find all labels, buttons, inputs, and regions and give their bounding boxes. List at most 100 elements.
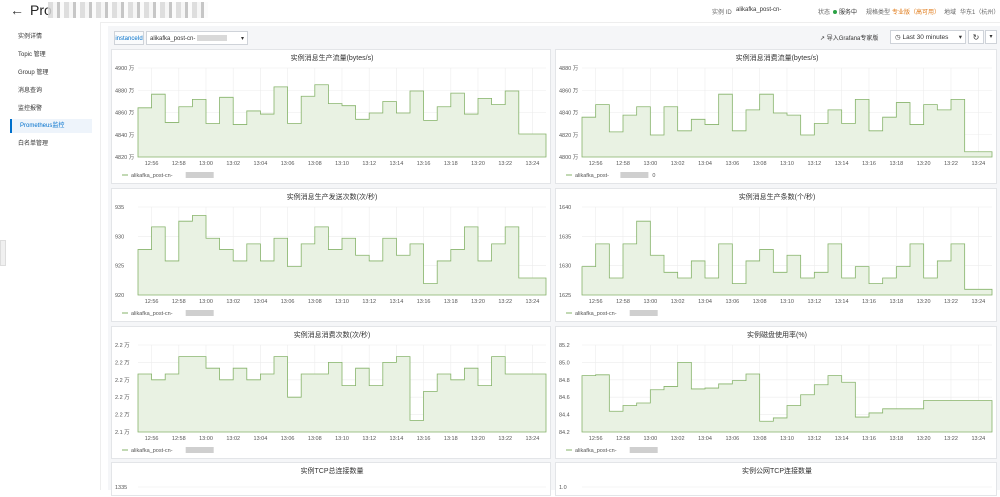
y-tick-label: 1630 [559,264,571,270]
chart-produce-requests: 实例消息生产发送次数(次/秒) 920 925 930 935 12:56 12:58 13:… [115,192,547,317]
legend-label[interactable]: alikafka_post-cn- [575,311,617,317]
chart-consume-traffic: 实例消息消费流量(bytes/s) 4800 万 4820 万 4840 万 4860 … [559,53,993,179]
chart-title: 实例TCP总连接数量 [301,466,364,475]
y-tick-label: 4860 万 [559,87,579,94]
x-tick-label: 13:04 [254,299,268,305]
y-tick-label: 2.2 万 [115,342,130,349]
chart-consume-requests: 实例消息消费次数(次/秒) 2.1 万 2.2 万 2.2 万 2.2 万 2.2 万 2.… [115,330,547,454]
series-area [581,220,993,296]
status-value: 服务中 [839,10,858,16]
x-tick-label: 13:02 [226,161,240,167]
x-tick-label: 13:02 [671,436,685,442]
time-range-picker[interactable]: ◷ Last 30 minutes ▾ [890,30,966,44]
x-tick-label: 13:06 [725,299,739,305]
chevron-down-icon: ▾ [240,36,244,42]
x-tick-label: 13:06 [725,436,739,442]
x-tick-label: 13:24 [526,299,540,305]
refresh-interval-dropdown[interactable]: ▾ [985,30,997,44]
y-tick-label: 4800 万 [559,154,579,161]
x-tick-label: 13:24 [971,161,985,167]
sidebar-item-group[interactable]: Group 管理 [18,70,49,76]
x-tick-label: 13:22 [944,161,958,167]
x-tick-label: 13:22 [498,436,512,442]
chart-title: 实例公网TCP连接数量 [742,466,812,475]
chart-panel-tcp-public: 实例公网TCP连接数量 1.0 [555,462,997,496]
x-tick-label: 13:16 [417,161,431,167]
x-tick-label: 13:18 [889,436,903,442]
instance-select[interactable]: alikafka_post-cn- ▾ [146,31,248,45]
x-tick-label: 13:16 [862,436,876,442]
x-tick-label: 13:20 [917,161,931,167]
sidebar-item-message-query[interactable]: 消息查询 [18,88,43,94]
sidebar-item-topic[interactable]: Topic 管理 [18,52,46,58]
instance-id-label: 实例 ID [712,10,732,16]
legend-redacted [185,447,214,453]
legend-label[interactable]: alikafka_post-cn- [131,311,173,317]
legend-suffix: 0 [652,173,655,179]
legend-redacted [620,172,649,178]
y-tick-label: 2.2 万 [115,412,130,419]
x-tick-label: 13:20 [917,299,931,305]
x-tick-label: 13:08 [308,161,322,167]
legend-label[interactable]: alikafka_post-cn- [575,448,617,454]
y-tick-label: 4840 万 [559,110,579,117]
y-tick-label: 1625 [559,293,571,299]
legend-redacted [185,310,214,316]
grafana-import-link[interactable]: ↗ 导入Grafana专家版 [820,33,878,42]
y-tick-label: 85.2 [559,343,570,349]
legend-label[interactable]: alikafka_post-cn- [131,173,173,179]
legend-label[interactable]: alikafka_post-cn- [131,448,173,454]
chart-title: 实例消息消费次数(次/秒) [294,330,371,339]
sidebar-collapse-handle[interactable] [0,240,6,266]
x-tick-label: 13:16 [862,299,876,305]
x-tick-label: 13:04 [254,161,268,167]
x-tick-label: 13:04 [698,161,712,167]
x-tick-label: 13:02 [671,161,685,167]
y-tick-label: 920 [115,293,124,299]
x-tick-label: 12:58 [616,161,630,167]
sidebar-item-monitoring[interactable]: 监控报警 [18,106,43,112]
x-tick-label: 13:08 [753,436,767,442]
sidebar-item-instance-details[interactable]: 实例详情 [18,34,43,40]
page-title: Pro [30,2,52,18]
status-dot-icon [833,10,837,14]
x-tick-label: 13:20 [471,436,485,442]
instance-select-value: alikafka_post-cn- [150,36,196,42]
series-area [581,93,993,158]
sidebar-item-prometheus[interactable]: Prometheus监控 [10,119,92,133]
status-label: 状态 [818,10,831,16]
spec-label: 规格类型 [866,10,891,16]
refresh-button[interactable]: ↻ [968,30,984,44]
chart-panel-disk-usage: 实例磁盘使用率(%) 84.2 84.4 84.6 84.8 85.0 85.2 12:56 1… [555,326,997,459]
legend-redacted [185,172,214,178]
x-tick-label: 12:58 [172,299,186,305]
chart-produce-messages: 实例消息生产条数(个/秒) 1625 1630 1635 1640 12:56 12:58 1… [559,192,993,317]
x-tick-label: 13:08 [753,161,767,167]
legend-redacted [629,310,658,316]
y-tick-label: 1635 [559,234,571,240]
x-tick-label: 13:16 [862,161,876,167]
y-tick-label: 2.2 万 [115,394,130,401]
x-tick-label: 13:02 [226,299,240,305]
x-tick-label: 12:58 [616,436,630,442]
x-tick-label: 13:14 [390,436,404,442]
arrow-left-icon[interactable]: ← [10,2,24,18]
region-label: 地域 [944,10,957,16]
x-tick-label: 13:18 [444,436,458,442]
y-tick-label: 1335 [115,485,127,491]
x-tick-label: 13:10 [335,436,349,442]
y-tick-label: 2.2 万 [115,359,130,366]
sidebar-item-whitelist[interactable]: 白名单管理 [18,141,49,147]
x-tick-label: 13:22 [944,436,958,442]
x-tick-label: 13:12 [807,436,821,442]
x-tick-label: 13:02 [671,299,685,305]
chart-panel-consume-requests: 实例消息消费次数(次/秒) 2.1 万 2.2 万 2.2 万 2.2 万 2.2 万 2.… [111,326,551,459]
x-tick-label: 13:14 [390,161,404,167]
x-tick-label: 13:06 [281,299,295,305]
x-tick-label: 13:22 [944,299,958,305]
y-tick-label: 84.2 [559,430,570,436]
legend-label[interactable]: alikafka_post- [575,173,609,179]
y-tick-label: 925 [115,264,124,270]
chart-title: 实例消息生产发送次数(次/秒) [287,192,378,201]
series-area [137,84,547,158]
